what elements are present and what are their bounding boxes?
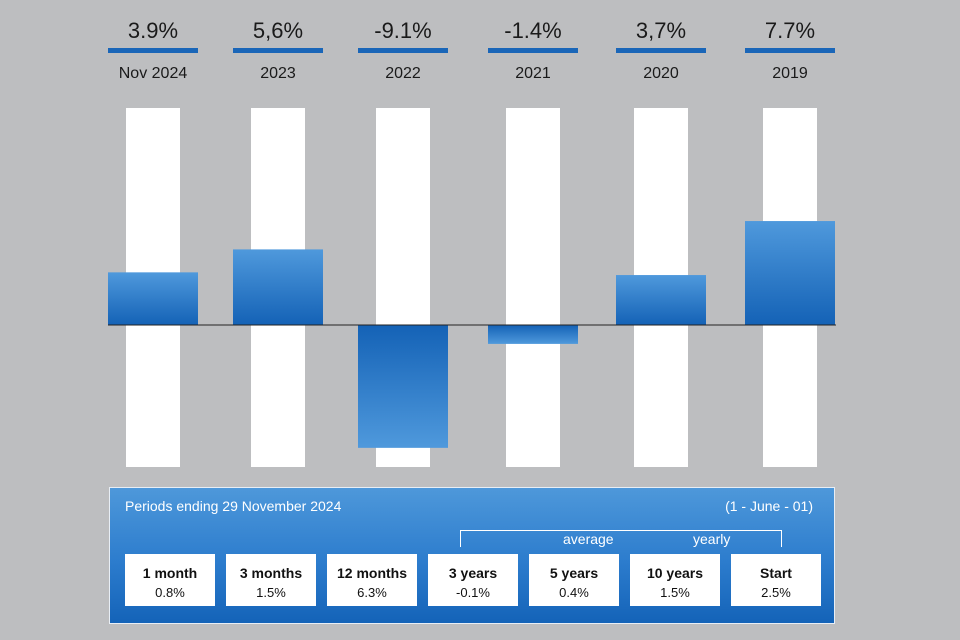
period-card: 5 years 0.4% xyxy=(529,554,619,606)
period-label: 5 years xyxy=(549,565,599,581)
periods-title: Periods ending 29 November 2024 xyxy=(125,498,342,514)
average-label: average xyxy=(563,531,614,547)
category-label: 2020 xyxy=(643,65,679,82)
period-card: 3 years -0.1% xyxy=(428,554,518,606)
bar-value-label: 3,7% xyxy=(636,18,686,43)
bar-track xyxy=(506,108,560,467)
bar-value-label: 5,6% xyxy=(253,18,303,43)
yearly-label: yearly xyxy=(693,531,731,547)
bar-header-rule xyxy=(488,48,578,53)
category-label: 2021 xyxy=(515,65,551,82)
period-label: 1 month xyxy=(142,565,198,581)
period-card: Start 2.5% xyxy=(731,554,821,606)
return-bar xyxy=(108,272,198,325)
period-label: 3 months xyxy=(239,565,303,581)
bar-header-rule xyxy=(616,48,706,53)
period-card: 12 months 6.3% xyxy=(327,554,417,606)
period-value: 0.4% xyxy=(559,585,589,600)
bar-header-rule xyxy=(358,48,448,53)
bar-header-rule xyxy=(745,48,835,53)
period-value: 1.5% xyxy=(256,585,286,600)
period-label: Start xyxy=(760,565,792,581)
period-card: 10 years 1.5% xyxy=(630,554,720,606)
category-label: Nov 2024 xyxy=(119,65,188,82)
period-label: 10 years xyxy=(646,565,704,581)
return-bar xyxy=(233,249,323,325)
bar-value-label: -9.1% xyxy=(374,18,431,43)
annual-returns-chart: 3.9% Nov 2024 5,6% 2023 -9.1% 2022 -1.4% 2021 3,… xyxy=(108,18,836,467)
period-value: 2.5% xyxy=(761,585,791,600)
period-value: 1.5% xyxy=(660,585,690,600)
bar-value-label: 3.9% xyxy=(128,18,178,43)
period-value: 6.3% xyxy=(357,585,387,600)
period-card: 1 month 0.8% xyxy=(125,554,215,606)
period-label: 3 years xyxy=(448,565,498,581)
bar-header-rule xyxy=(108,48,198,53)
period-card: 3 months 1.5% xyxy=(226,554,316,606)
period-value: -0.1% xyxy=(456,585,490,600)
return-bar xyxy=(745,221,835,325)
return-bar xyxy=(616,275,706,325)
bar-value-label: 7.7% xyxy=(765,18,815,43)
period-value: 0.8% xyxy=(155,585,185,600)
periods-inception-note: (1 - June - 01) xyxy=(725,498,813,514)
category-label: 2023 xyxy=(260,65,296,82)
category-label: 2019 xyxy=(772,65,808,82)
return-bar xyxy=(488,325,578,344)
category-label: 2022 xyxy=(385,65,421,82)
periods-panel: Periods ending 29 November 2024 (1 - Jun… xyxy=(109,487,835,624)
average-yearly-bracket xyxy=(460,530,782,547)
bar-value-label: -1.4% xyxy=(504,18,561,43)
return-bar xyxy=(358,325,448,448)
bar-header-rule xyxy=(233,48,323,53)
period-label: 12 months xyxy=(336,565,407,581)
